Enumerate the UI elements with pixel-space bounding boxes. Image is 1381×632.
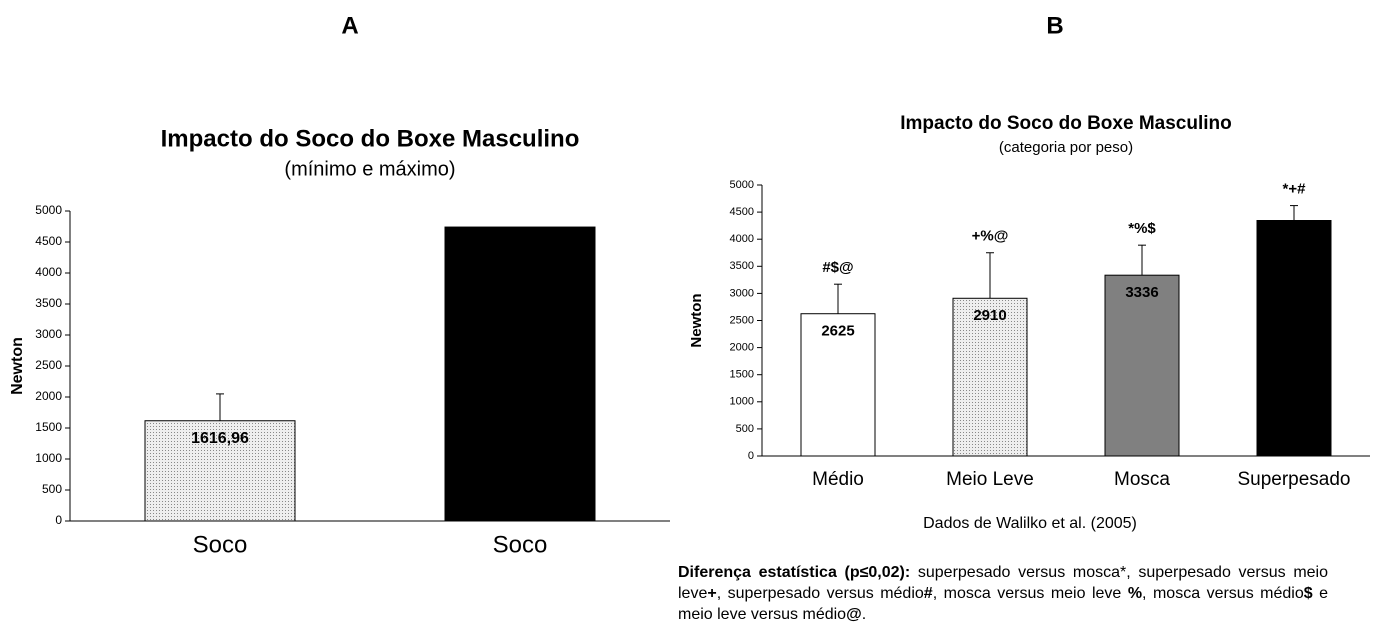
x-tick-label: Médio [812, 469, 864, 490]
bar [952, 297, 1028, 457]
y-tick-label: 3000 [35, 327, 62, 341]
y-tick-label: 2500 [35, 358, 62, 372]
bar [800, 313, 876, 457]
footnote-part: e meio leve versus médio [678, 585, 1329, 623]
y-tick-label: 1500 [730, 369, 754, 381]
value-label: 4741 [502, 236, 538, 253]
chart-subtitle: (mínimo e máximo) [284, 158, 455, 180]
y-tick-label: 4500 [35, 234, 62, 248]
x-tick-label: Superpesado [1237, 469, 1350, 490]
chart-subtitle: (categoria por peso) [999, 139, 1133, 156]
footnote-part: , mosca versus médio [1142, 585, 1304, 602]
y-axis-label: Newton [688, 293, 705, 347]
y-tick-label: 1500 [35, 420, 62, 434]
value-label: 4345 [1277, 229, 1310, 246]
footnote-part: $ [1303, 585, 1313, 602]
footnote-part: , superpesado versus médio [716, 585, 924, 602]
value-label: 1616,96 [191, 430, 249, 447]
chart-title: Impacto do Soco do Boxe Masculino [161, 125, 580, 152]
bar [1104, 274, 1180, 457]
y-tick-label: 3000 [730, 287, 754, 299]
y-tick-label: 0 [55, 513, 62, 527]
footnote: Diferença estatística (p≤0,02): superpes… [678, 562, 1328, 625]
y-tick-label: 500 [736, 423, 754, 435]
y-tick-label: 2500 [730, 314, 754, 326]
value-label: 2910 [973, 307, 1006, 324]
footnote-part: # [923, 585, 933, 602]
x-tick-label: Soco [493, 531, 548, 558]
y-tick-label: 0 [748, 450, 754, 462]
footnote-part: Diferença estatística (p≤0,02): [678, 564, 911, 581]
footnote-part: + [707, 585, 717, 602]
y-tick-label: 500 [42, 482, 62, 496]
footnote-part: @ [846, 606, 862, 623]
y-tick-label: 5000 [35, 203, 62, 217]
annotation: *%$ [1128, 220, 1156, 237]
y-tick-label: 1000 [730, 396, 754, 408]
y-tick-label: 3500 [35, 296, 62, 310]
y-tick-label: 2000 [35, 389, 62, 403]
value-label: 3336 [1125, 284, 1158, 301]
y-axis-label: Newton [9, 337, 26, 395]
x-tick-label: Meio Leve [946, 469, 1034, 490]
y-tick-label: 1000 [35, 451, 62, 465]
y-tick-label: 3500 [730, 260, 754, 272]
bar [144, 420, 296, 522]
panel-label: B [1046, 12, 1063, 39]
y-tick-label: 2000 [730, 342, 754, 354]
panel-label: A [341, 12, 358, 39]
x-tick-label: Soco [193, 531, 248, 558]
annotation: *+# [1283, 181, 1307, 198]
bar [444, 226, 596, 522]
annotation: #$@ [822, 259, 853, 276]
footnote-part: superpesado versus mosca*, superpesado v… [678, 564, 1328, 602]
annotation: +%@ [972, 228, 1009, 245]
y-tick-label: 4500 [730, 206, 754, 218]
y-tick-label: 4000 [35, 265, 62, 279]
note: Dados de Walilko et al. (2005) [923, 515, 1137, 532]
footnote-part: . [861, 606, 867, 623]
footnote-part: , mosca versus meio leve [932, 585, 1128, 602]
chart-title: Impacto do Soco do Boxe Masculino [900, 113, 1231, 134]
x-tick-label: Mosca [1114, 469, 1170, 490]
y-tick-label: 5000 [730, 179, 754, 191]
footnote-part: % [1127, 585, 1143, 602]
bar [1256, 220, 1332, 457]
y-tick-label: 4000 [730, 233, 754, 245]
value-label: 2625 [821, 323, 854, 340]
